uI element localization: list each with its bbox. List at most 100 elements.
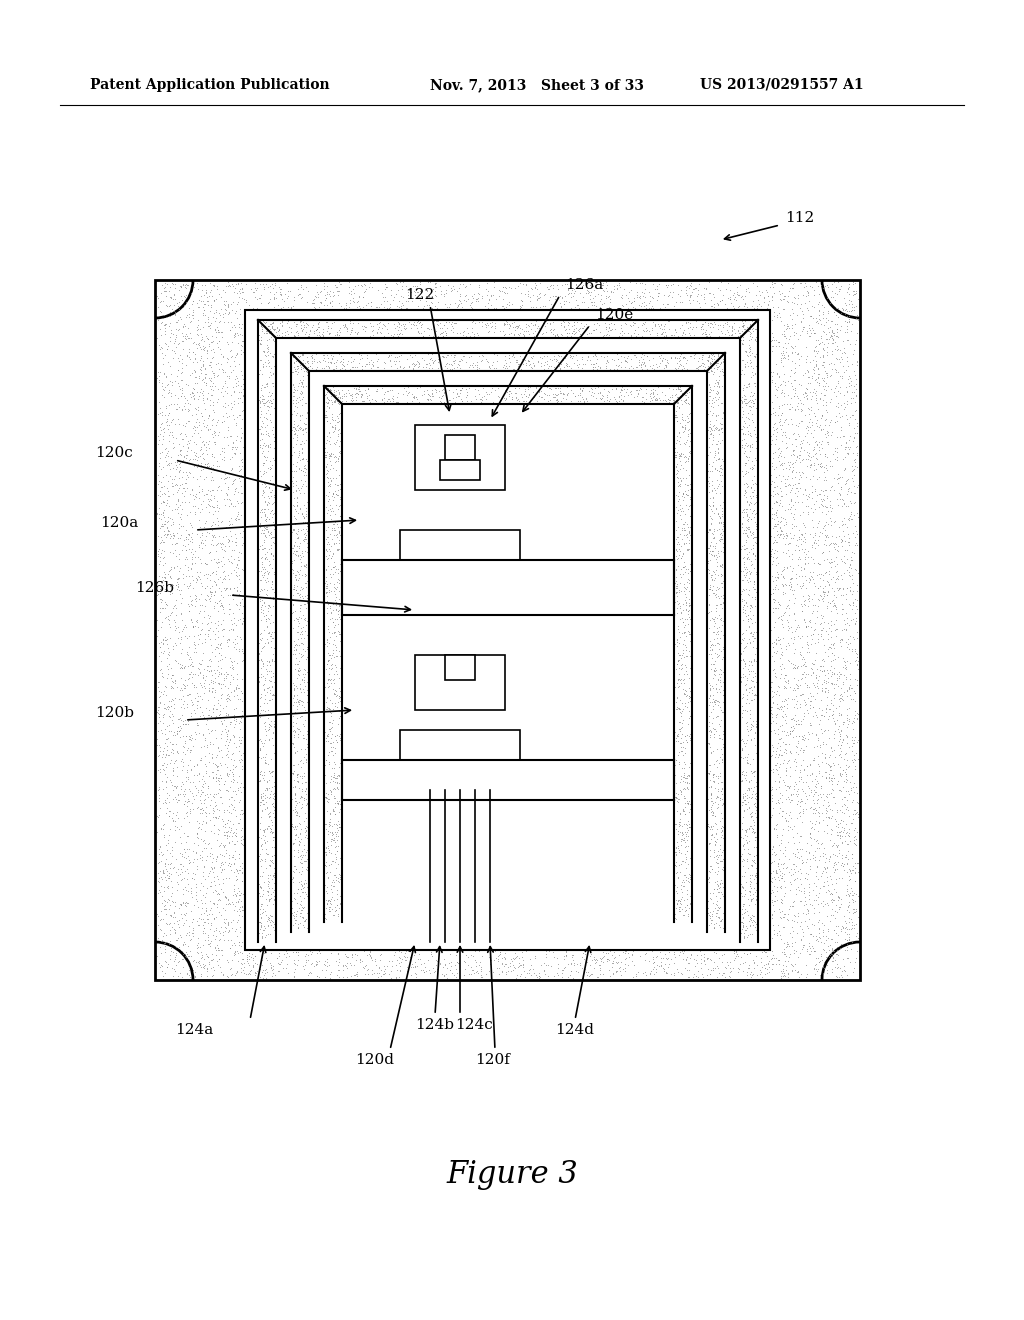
Point <box>758 305 774 326</box>
Point <box>208 308 224 329</box>
Point <box>553 383 569 404</box>
Point <box>682 494 698 515</box>
Point <box>384 322 400 343</box>
Point <box>835 847 851 869</box>
Point <box>843 777 859 799</box>
Point <box>318 570 335 591</box>
Point <box>834 853 850 874</box>
Point <box>292 903 308 924</box>
Point <box>162 583 178 605</box>
Point <box>362 315 379 337</box>
Point <box>266 470 283 491</box>
Point <box>441 912 458 933</box>
Point <box>234 384 251 405</box>
Point <box>513 908 529 929</box>
Point <box>816 915 833 936</box>
Point <box>245 331 261 352</box>
Point <box>823 689 840 710</box>
Point <box>496 946 512 968</box>
Point <box>203 541 219 562</box>
Point <box>189 690 206 711</box>
Point <box>667 318 683 339</box>
Point <box>499 911 515 932</box>
Point <box>292 766 308 787</box>
Point <box>207 719 223 741</box>
Point <box>480 322 497 343</box>
Point <box>256 832 272 853</box>
Point <box>253 684 269 705</box>
Point <box>271 953 288 974</box>
Point <box>252 640 268 661</box>
Point <box>679 697 695 718</box>
Point <box>716 420 732 441</box>
Point <box>848 457 864 478</box>
Point <box>844 541 860 562</box>
Point <box>797 911 813 932</box>
Point <box>195 920 211 941</box>
Point <box>714 751 730 772</box>
Point <box>848 374 864 395</box>
Point <box>215 599 231 620</box>
Point <box>792 447 808 469</box>
Point <box>785 440 802 461</box>
Point <box>844 713 860 734</box>
Point <box>428 949 444 970</box>
Point <box>565 929 582 950</box>
Point <box>824 341 841 362</box>
Point <box>300 929 316 950</box>
Point <box>430 923 446 944</box>
Point <box>770 564 786 585</box>
Point <box>262 362 279 383</box>
Point <box>528 908 545 929</box>
Point <box>233 451 250 473</box>
Point <box>180 400 197 421</box>
Point <box>849 792 865 813</box>
Point <box>778 932 795 953</box>
Point <box>326 576 342 597</box>
Point <box>160 383 176 404</box>
Point <box>806 322 822 343</box>
Point <box>325 500 341 521</box>
Point <box>329 731 345 752</box>
Point <box>182 900 199 921</box>
Point <box>749 487 765 508</box>
Point <box>794 853 810 874</box>
Point <box>777 635 794 656</box>
Point <box>754 281 770 302</box>
Point <box>157 314 173 335</box>
Point <box>291 805 307 826</box>
Point <box>150 619 166 640</box>
Point <box>323 595 339 616</box>
Point <box>265 338 282 359</box>
Point <box>257 315 273 337</box>
Point <box>498 953 514 974</box>
Point <box>828 297 845 318</box>
Point <box>671 751 687 772</box>
Point <box>687 337 703 358</box>
Point <box>228 869 245 890</box>
Point <box>790 677 806 698</box>
Point <box>173 603 189 624</box>
Point <box>677 590 693 611</box>
Point <box>318 545 335 566</box>
Point <box>503 383 519 404</box>
Point <box>677 409 693 430</box>
Point <box>839 936 855 957</box>
Point <box>203 297 219 318</box>
Point <box>176 731 193 752</box>
Point <box>298 565 314 586</box>
Point <box>700 861 717 882</box>
Point <box>178 805 195 826</box>
Point <box>847 750 863 771</box>
Point <box>768 425 784 446</box>
Point <box>742 729 759 750</box>
Point <box>781 895 798 916</box>
Point <box>507 916 523 937</box>
Point <box>171 543 187 564</box>
Point <box>824 946 841 968</box>
Point <box>504 388 520 409</box>
Point <box>526 895 543 916</box>
Point <box>259 408 275 429</box>
Point <box>843 878 859 899</box>
Point <box>702 701 719 722</box>
